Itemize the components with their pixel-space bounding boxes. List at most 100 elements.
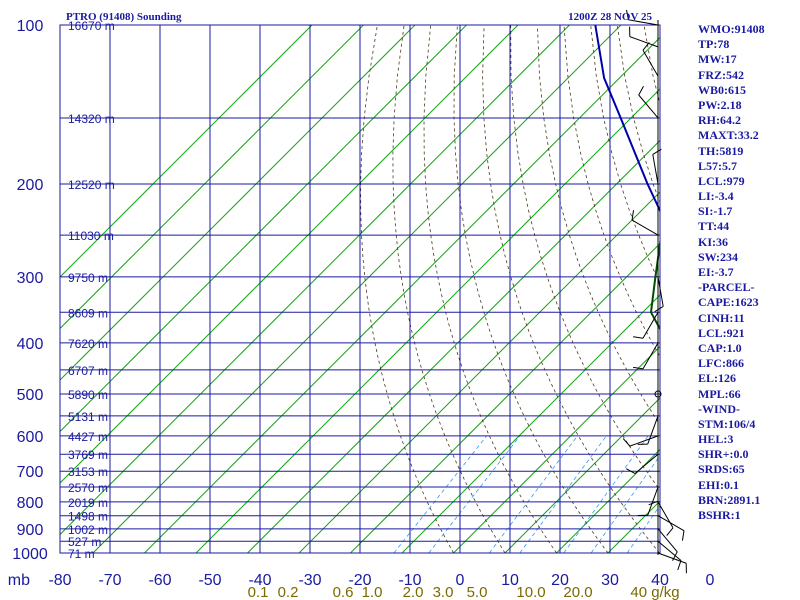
temperature-tick-label: 30 (601, 572, 619, 589)
height-label: 14320 m (68, 112, 115, 126)
pressure-tick-label: 400 (17, 336, 44, 353)
wind-barb-flag (666, 527, 674, 536)
wind-barb-flag (633, 336, 644, 339)
wind-barb (657, 501, 674, 529)
height-label: 16670 m (68, 19, 115, 33)
mixing-ratio-label: 40 g/kg (630, 584, 679, 600)
wind-barb (657, 276, 664, 307)
wind-barb (634, 453, 659, 474)
wind-barb-flag (654, 306, 664, 313)
height-label: 1498 m (68, 510, 108, 524)
wind-barb (642, 342, 659, 370)
mixing-ratio-label: 20.0 (563, 584, 592, 600)
wind-barb-flag (626, 9, 629, 20)
index-item: SW:234 (698, 249, 739, 264)
index-item: SHR+:0.0 (698, 447, 749, 462)
temperature-tick-label: 20 (551, 572, 569, 589)
index-item: TT:44 (698, 219, 730, 234)
mixing-ratio-line (590, 454, 660, 554)
isotherm-line (144, 36, 660, 554)
index-item: LI:-3.4 (698, 189, 734, 204)
index-item: SRDS:65 (698, 462, 745, 477)
isotherm-line (453, 345, 660, 554)
height-label: 9750 m (68, 271, 108, 285)
temperature-tick-label: -60 (148, 572, 171, 589)
height-label: 527 m (68, 535, 101, 549)
temperature-tick-label: -80 (48, 572, 71, 589)
wind-barb-flag (652, 148, 662, 155)
index-item: EHI:0.1 (698, 477, 740, 492)
index-item: TP:78 (698, 37, 730, 52)
index-item: SI:-1.7 (698, 204, 733, 219)
index-item: CAP:1.0 (698, 340, 742, 355)
wind-barb (629, 36, 659, 48)
pressure-tick-label: 1000 (12, 546, 48, 563)
isotherm-line (60, 24, 313, 278)
chart-title: PTRO (91408) Sounding (66, 11, 182, 23)
index-item: MW:17 (698, 52, 737, 67)
index-item: -PARCEL- (698, 280, 755, 295)
index-item: PW:2.18 (698, 97, 742, 112)
mixing-ratio-label: 1.0 (362, 584, 383, 600)
temperature-tick-label: -10 (398, 572, 421, 589)
wind-barb (642, 312, 659, 339)
isotherm-line (60, 24, 467, 433)
isotherm-line (350, 242, 660, 554)
wind-barb (657, 515, 685, 532)
wind-barb-flag (633, 366, 644, 370)
temperature-tick-label: -70 (98, 572, 121, 589)
pressure-tick-label: 700 (17, 464, 44, 481)
height-label: 2570 m (68, 481, 108, 495)
pressure-tick-label: 300 (17, 270, 44, 287)
index-item: EI:-3.7 (698, 265, 734, 279)
mixing-ratio-line (563, 435, 649, 554)
height-label: 1002 m (68, 523, 108, 537)
temperature-tick-label: 0 (706, 572, 715, 589)
isotherm-line (401, 294, 660, 554)
mixing-ratio-line (626, 504, 660, 554)
isotherm-line (247, 139, 660, 554)
pressure-tick-label: 200 (17, 177, 44, 194)
index-item: WB0:615 (698, 82, 746, 97)
mixing-ratio-line (519, 435, 607, 554)
mixing-ratio-label: 0.6 (333, 584, 354, 600)
height-label: 11030 m (68, 229, 114, 243)
temperature-tick-label: 10 (501, 572, 519, 589)
wind-barb-flag (672, 551, 678, 561)
pressure-tick-label: 600 (17, 429, 44, 446)
index-item: RH:64.2 (698, 113, 741, 128)
isotherm-line (504, 397, 660, 554)
index-item: HEL:3 (698, 432, 734, 447)
temperature-tick-label: 40 (651, 572, 669, 589)
wind-barb-flag (681, 530, 685, 541)
indices-list: WMO:91408 TP:78 MW:17 FRZ:542 WB0:615 PW:2.18… (698, 22, 765, 523)
wind-barb-flag (626, 468, 636, 474)
index-item: TH:5819 (698, 143, 744, 158)
chart-time: 1200Z 28 NOV 25 (568, 11, 652, 23)
wind-barb (657, 540, 682, 561)
temperature-tick-label: -40 (248, 572, 271, 589)
isotherm-line (92, 24, 622, 554)
height-label: 5890 m (68, 388, 108, 402)
wind-barb (628, 19, 659, 26)
height-label: 2019 m (68, 496, 108, 510)
mixing-ratio-line (488, 435, 578, 554)
pressure-tick-label: 500 (17, 387, 44, 404)
dewpoint-profile (649, 236, 660, 331)
wind-barb-flag (638, 85, 644, 96)
isotherm-line (60, 24, 364, 330)
index-item: MAXT:33.2 (698, 128, 759, 143)
mixing-ratio-label: 0.1 (248, 584, 269, 600)
isotherm-line (298, 191, 660, 554)
mixing-ratio-label: 10.0 (516, 584, 545, 600)
index-item: LCL:921 (698, 325, 745, 340)
isotherm-line (60, 24, 519, 484)
index-item: EL:126 (698, 371, 737, 386)
wind-barb (647, 486, 659, 516)
pressure-tick-label: 900 (17, 522, 44, 539)
isotherm-line (60, 24, 416, 381)
mixing-ratio-label: 2.0 (403, 584, 424, 600)
wind-barb (629, 435, 659, 447)
wind-barb-flag (677, 560, 682, 571)
